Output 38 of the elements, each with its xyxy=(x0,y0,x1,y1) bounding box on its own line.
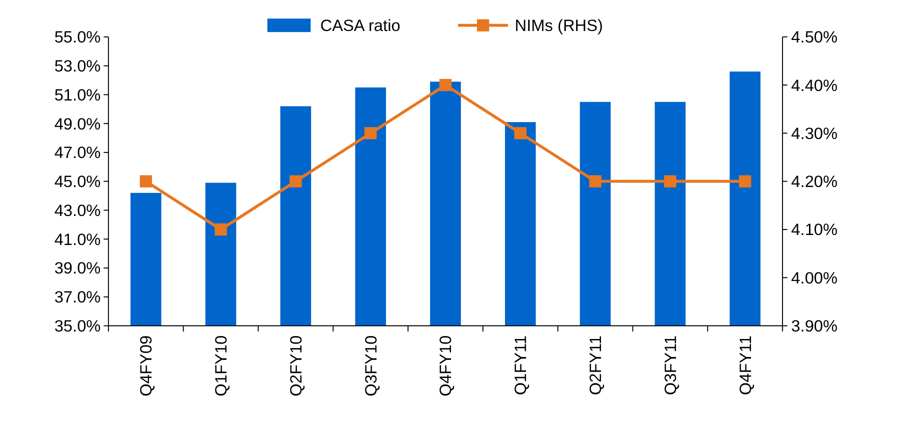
y-tick-label: 47.0% xyxy=(54,144,101,162)
x-tick-label: Q4FY10 xyxy=(437,335,456,396)
y-tick-label: 53.0% xyxy=(54,58,101,76)
point xyxy=(439,78,452,92)
x-tick-label: Q3FY10 xyxy=(362,335,380,396)
y2-tick-label: 4.50% xyxy=(791,28,838,47)
y-tick-label: 41.0% xyxy=(54,230,101,249)
x-tick-label: Q3FY11 xyxy=(662,335,680,396)
y-tick-label: 43.0% xyxy=(54,202,101,220)
y2-tick-label: 3.90% xyxy=(791,318,838,336)
point xyxy=(214,223,227,236)
y-tick-label: 35.0% xyxy=(54,318,101,336)
y-tick-label: 39.0% xyxy=(54,260,101,278)
x-tick-label: Q2FY11 xyxy=(587,335,606,396)
x-tick-label: Q4FY11 xyxy=(736,335,755,396)
y-tick-label: 49.0% xyxy=(54,115,101,134)
y-tick-label: 37.0% xyxy=(54,288,101,307)
point xyxy=(589,175,602,188)
x-tick-label: Q1FY10 xyxy=(212,335,231,396)
point xyxy=(140,175,152,188)
x-tick-label: Q2FY10 xyxy=(287,335,306,396)
y-tick-label: 45.0% xyxy=(54,173,101,192)
point xyxy=(364,127,377,140)
y2-tick-label: 4.00% xyxy=(791,269,838,288)
y-tick-label: 55.0% xyxy=(54,28,101,47)
y2-tick-label: 4.30% xyxy=(791,124,838,143)
legend-label: CASA ratio xyxy=(320,17,400,36)
legend-label: NIMs (RHS) xyxy=(514,17,603,36)
y2-tick-label: 4.40% xyxy=(791,76,838,95)
y-tick-label: 51.0% xyxy=(54,86,101,104)
point xyxy=(290,175,302,188)
y2-tick-label: 4.10% xyxy=(791,221,838,240)
x-tick-label: Q1FY11 xyxy=(512,335,530,396)
x-tick-label: Q4FY09 xyxy=(138,335,156,396)
point xyxy=(514,127,526,140)
point xyxy=(664,175,676,188)
point xyxy=(738,175,752,188)
y2-tick-label: 4.20% xyxy=(791,173,838,192)
